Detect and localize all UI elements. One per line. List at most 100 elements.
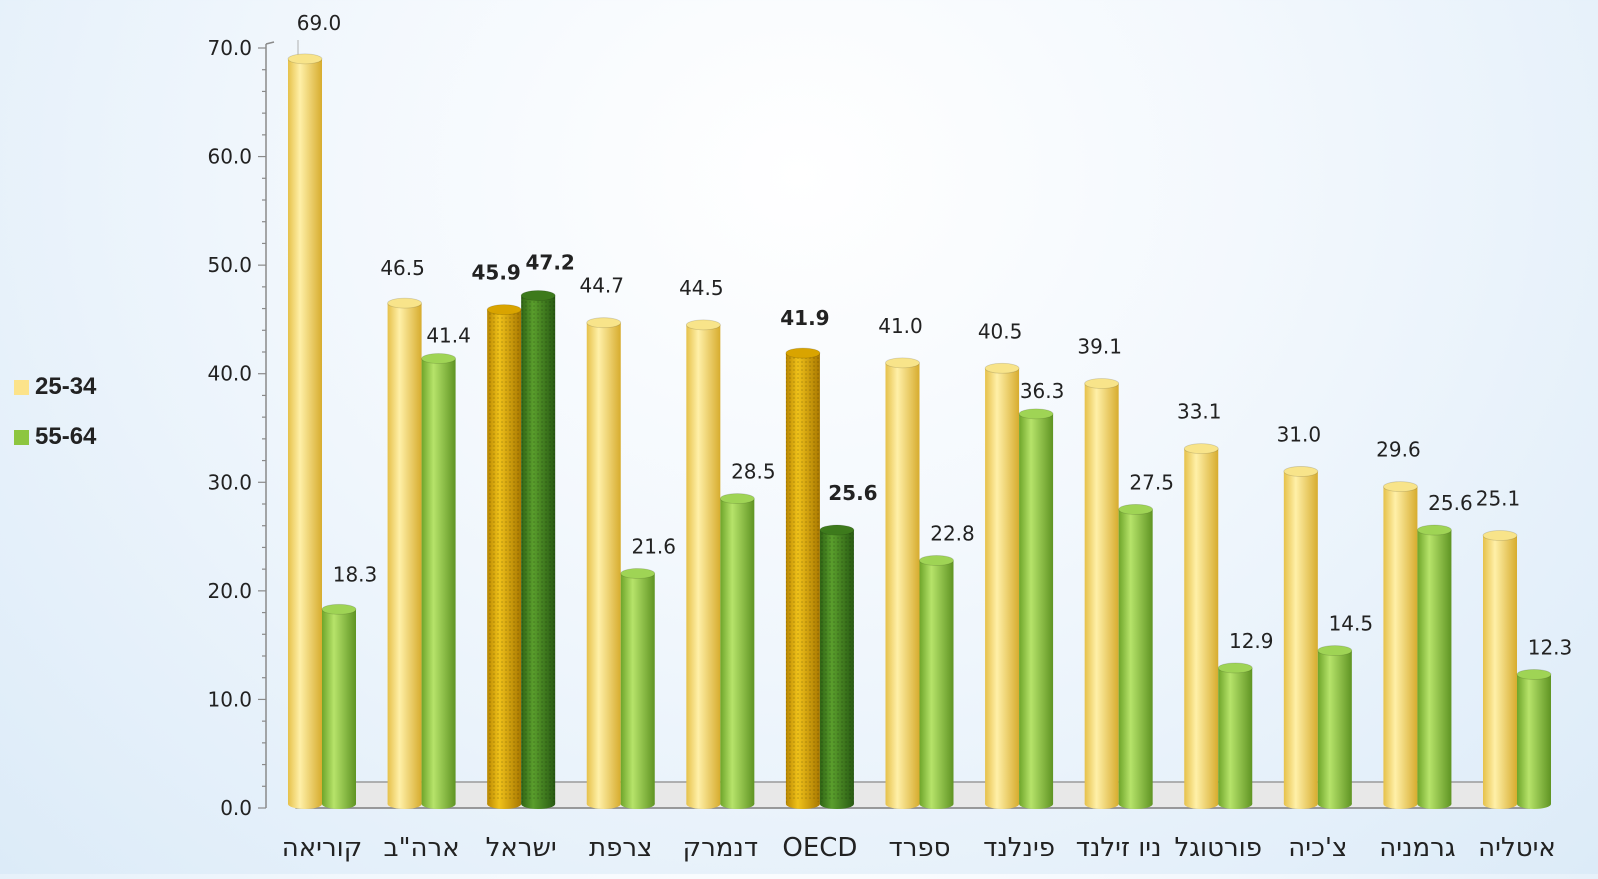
bar-55-64-10 [1317,645,1353,809]
legend-item-55-64: 55-64 [14,423,97,450]
bar-25-34-10-body [1283,471,1318,804]
bar-25-34-12-cap [1482,530,1518,541]
bar-25-34-12 [1482,530,1518,809]
bar-55-64-11-body [1417,530,1452,804]
bar-25-34-3-base [586,799,621,809]
bar-55-64-5 [819,524,855,809]
bar-25-34-9-body [1184,448,1219,804]
bar-55-64-7-base [1019,799,1054,809]
bar-25-34-0 [287,53,323,809]
data-label-25-34-3: 44.7 [579,274,624,298]
bar-55-64-3 [620,568,656,809]
bar-25-34-11-cap [1383,481,1418,493]
x-tick-label: ספרד [889,833,951,863]
x-tick-label: פורטוגל [1175,833,1262,863]
bar-55-64-7-cap [1018,408,1054,420]
bar-25-34-10-base [1283,799,1318,809]
x-tick-label: ניו זילנד [1076,833,1162,863]
bar-55-64-3-base [620,799,655,809]
data-label-55-64-7: 36.3 [1020,379,1065,403]
bar-25-34-7 [984,362,1020,809]
bar-55-64-2 [520,290,556,809]
bar-25-34-12-base [1483,799,1517,809]
legend-swatch-55-64 [14,429,29,445]
bar-55-64-5-base [819,799,854,809]
bar-25-34-2-cap [486,304,522,316]
y-tick-label: 40.0 [207,362,252,386]
bar-55-64-7-body [1019,413,1054,804]
bar-25-34-2-texture [487,309,522,804]
bar-25-34-8-cap [1084,378,1120,389]
data-label-55-64-1: 41.4 [426,324,471,348]
bar-25-34-10 [1283,466,1319,809]
bar-25-34-5-base [785,799,820,809]
bar-25-34-2 [486,304,522,809]
bar-55-64-6 [919,555,954,809]
data-label-25-34-8: 39.1 [1077,334,1122,358]
bar-55-64-8-base [1118,799,1153,809]
bar-25-34-11-body [1383,486,1418,804]
bar-25-34-7-body [985,368,1020,804]
bar-55-64-0 [321,603,357,809]
data-label-25-34-9: 33.1 [1177,400,1222,424]
x-tick-label: דנמרק [683,833,758,863]
y-tick-label: 10.0 [207,687,252,711]
x-tick-label: פינלנד [983,833,1055,863]
y-tick-label: 70.0 [207,36,252,60]
data-label-25-34-6: 41.0 [878,314,923,338]
bar-25-34-12-body [1483,535,1517,804]
legend-label-55-64: 55-64 [35,423,97,450]
bar-25-34-7-base [985,799,1020,809]
data-label-55-64-6: 22.8 [930,521,975,545]
bar-55-64-0-cap [321,603,357,615]
bar-25-34-1-base [387,799,422,809]
bar-55-64-4-base [720,799,755,809]
bar-55-64-6-body [919,560,954,804]
bar-25-34-4-body [686,324,721,804]
bar-55-64-11 [1417,524,1452,809]
data-label-25-34-12: 25.1 [1476,486,1521,510]
bar-25-34-1-cap [387,297,422,309]
bar-55-64-2-base [521,799,556,809]
bar-25-34-6-body [885,362,920,804]
bar-55-64-9 [1217,662,1253,809]
bar-25-34-1 [387,297,422,809]
bar-55-64-9-body [1218,667,1253,804]
data-label-55-64-4: 28.5 [731,460,776,484]
y-tick-label: 20.0 [207,579,252,603]
bar-55-64-12-cap [1516,669,1552,680]
x-tick-label: ישראל [486,833,557,863]
bar-55-64-0-base [322,799,356,809]
bar-55-64-1-cap [421,353,456,364]
bar-55-64-11-cap [1417,524,1452,536]
bar-55-64-0-body [322,609,356,804]
data-label-55-64-12: 12.3 [1528,635,1573,659]
bar-55-64-4-cap [719,493,755,504]
legend-item-25-34: 25-34 [14,373,96,400]
bar-25-34-0-body [288,58,322,805]
bar-25-34-7-cap [984,362,1020,374]
bar-55-64-10-base [1317,799,1352,809]
bar-25-34-9-cap [1183,443,1219,455]
bar-55-64-8-cap [1118,504,1154,515]
bar-25-34-0-cap [287,53,323,65]
bar-25-34-6-cap [885,357,920,369]
bar-25-34-4-cap [685,319,721,331]
y-tick-label: 50.0 [207,253,252,277]
bar-55-64-10-body [1317,650,1352,804]
bar-55-64-8 [1118,504,1154,809]
bar-55-64-8-body [1118,509,1153,804]
bar-25-34-3-body [586,322,621,804]
y-tick-label: 60.0 [207,145,252,169]
bar-25-34-10-cap [1283,466,1319,477]
bar-55-64-12-base [1517,799,1551,809]
bar-25-34-0-base [288,799,322,809]
x-tick-label: ארה"ב [384,833,460,863]
bar-25-34-11 [1383,481,1418,809]
bar-55-64-11-base [1417,799,1452,809]
bar-25-34-5 [785,347,821,809]
bar-55-64-12-body [1517,674,1551,804]
data-label-55-64-3: 21.6 [631,534,676,558]
data-label-55-64-5: 25.6 [828,481,877,505]
